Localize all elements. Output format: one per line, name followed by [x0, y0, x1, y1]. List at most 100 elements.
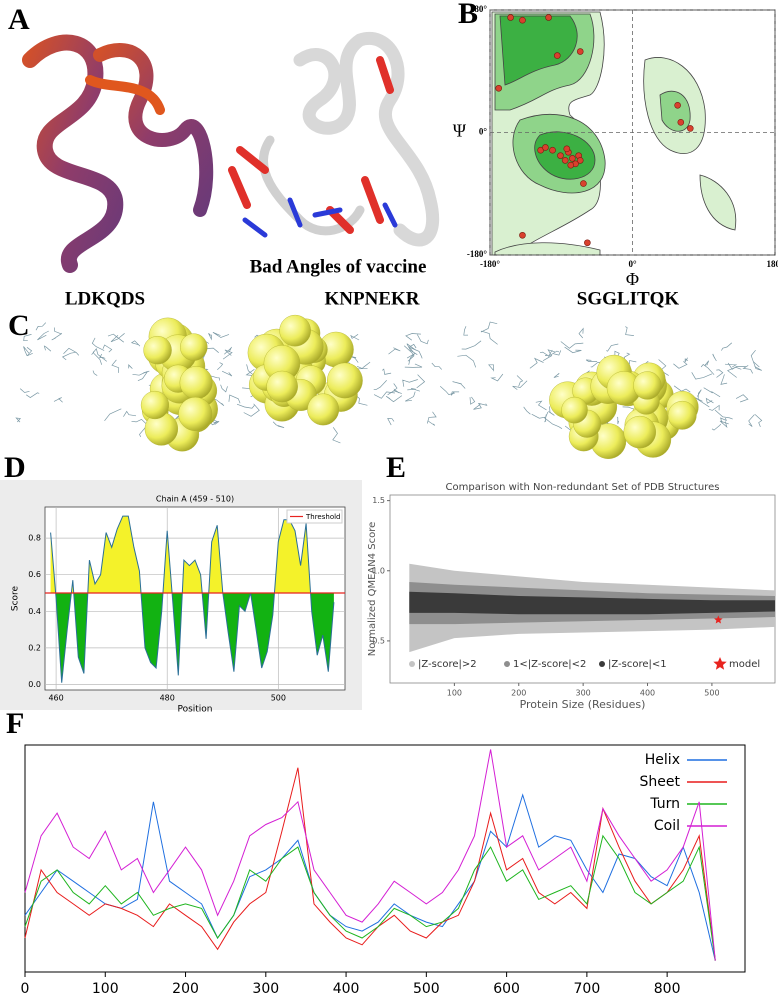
bond	[539, 351, 549, 356]
bond	[349, 355, 359, 363]
bond	[721, 342, 733, 351]
bond	[529, 357, 544, 369]
point	[569, 155, 576, 162]
y-tick-label: 0.2	[28, 643, 41, 652]
y-tick-label: 0.6	[28, 570, 41, 579]
bond	[544, 414, 547, 423]
atom-sphere	[623, 415, 657, 449]
ramachandran-regions	[489, 9, 776, 256]
x-tick-label: 500	[704, 689, 719, 698]
bond	[91, 348, 108, 362]
bond	[272, 421, 285, 428]
bond	[516, 375, 524, 387]
bond	[123, 410, 137, 417]
bond	[373, 391, 395, 399]
bond	[708, 404, 720, 411]
bond	[91, 337, 105, 351]
bond	[531, 411, 549, 419]
bond	[26, 392, 40, 399]
x-tick-label: 500	[271, 694, 286, 703]
y-tick-label: 1.0	[372, 566, 385, 575]
bond	[426, 411, 437, 424]
caption: Bad Angles of vaccine	[250, 256, 427, 277]
bond	[720, 374, 728, 385]
plot-area	[44, 506, 346, 691]
bond	[673, 385, 691, 393]
model-point	[714, 615, 723, 624]
point	[686, 125, 694, 132]
bond	[754, 414, 763, 428]
series-line	[24, 834, 716, 961]
epitope-label: KNPNEKR	[325, 288, 420, 309]
legend-label: Sheet	[640, 774, 681, 790]
bond	[208, 333, 213, 341]
bond	[431, 362, 442, 370]
bond	[714, 409, 733, 420]
bond	[553, 373, 560, 378]
x-tick-label: 0	[21, 981, 30, 997]
point	[519, 231, 526, 239]
bond	[402, 379, 418, 387]
atom-sphere	[327, 362, 363, 399]
bond	[535, 400, 547, 411]
bond	[673, 361, 688, 369]
panel-label: A	[8, 3, 30, 36]
bond	[548, 406, 555, 416]
bond	[92, 351, 103, 365]
bond	[700, 364, 715, 375]
panel-label: F	[6, 707, 24, 740]
bond	[712, 353, 717, 362]
bond	[742, 365, 754, 374]
series-line	[24, 749, 716, 961]
x-tick-label: 600	[493, 981, 520, 997]
series-line	[24, 767, 716, 961]
legend-marker	[713, 657, 727, 670]
epitope-label: LDKQDS	[65, 288, 145, 309]
bond	[128, 363, 133, 369]
bond	[719, 420, 729, 428]
bond	[356, 361, 371, 369]
bond	[750, 349, 760, 368]
bond	[220, 384, 228, 393]
atom-sphere	[667, 400, 697, 430]
bond	[37, 330, 49, 341]
bond	[212, 331, 230, 338]
bond	[716, 369, 724, 378]
bond	[416, 334, 429, 345]
point	[557, 152, 564, 159]
bond	[428, 420, 436, 426]
bond	[480, 321, 498, 333]
atom-sphere	[179, 366, 213, 400]
atom-sphere	[178, 396, 213, 431]
x-tick-label: 0°	[628, 259, 637, 269]
x-tick-label: 300	[576, 689, 591, 698]
bond	[481, 330, 498, 345]
bond	[735, 394, 749, 403]
plot-frame	[24, 744, 746, 973]
x-tick-label: 200	[511, 689, 526, 698]
bond	[564, 346, 582, 354]
x-tick-label: 480	[160, 694, 175, 703]
atom-sphere	[140, 390, 170, 420]
bond	[107, 333, 125, 343]
bond	[19, 388, 30, 393]
bond	[616, 416, 620, 425]
legend-label: |Z-score|<1	[608, 659, 667, 670]
bond	[684, 357, 689, 363]
bond	[222, 349, 233, 360]
point	[495, 84, 503, 92]
x-tick-label: 460	[48, 694, 63, 703]
bond	[469, 396, 476, 405]
point	[580, 180, 587, 187]
bond	[92, 370, 98, 376]
bond	[63, 347, 80, 356]
bond	[696, 389, 702, 400]
legend-label: Turn	[649, 796, 680, 812]
bond	[727, 362, 746, 370]
bond	[332, 427, 341, 444]
bond	[388, 347, 401, 355]
atom-sphere	[266, 370, 298, 403]
bond	[625, 326, 634, 336]
bond	[553, 350, 562, 356]
